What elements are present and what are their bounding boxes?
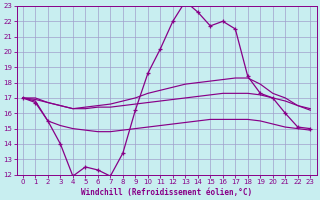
X-axis label: Windchill (Refroidissement éolien,°C): Windchill (Refroidissement éolien,°C) <box>81 188 252 197</box>
